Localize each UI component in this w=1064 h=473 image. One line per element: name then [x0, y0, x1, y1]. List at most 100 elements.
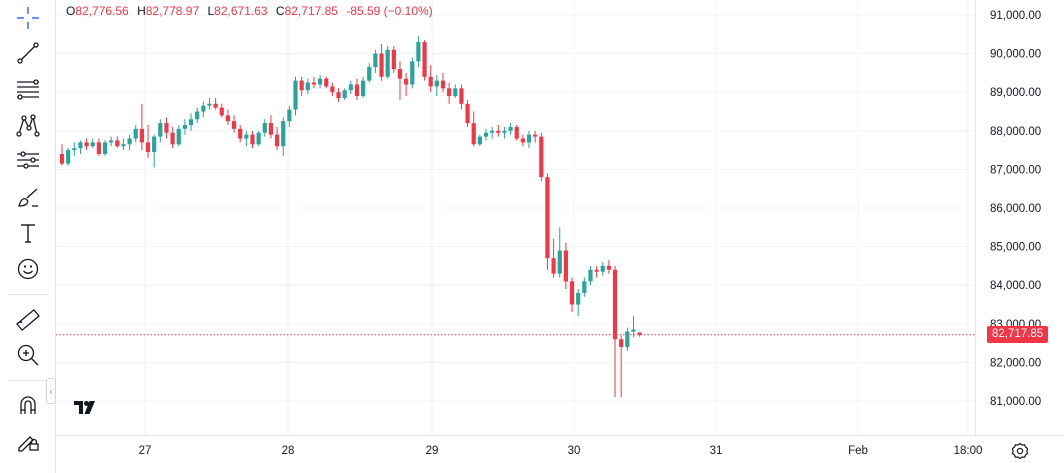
candle-body — [361, 80, 366, 97]
candle-body — [225, 115, 231, 122]
price-axis[interactable]: 91,000.00 90,000.00 89,000.00 88,000.00 87,0… — [990, 10, 1041, 408]
candle-body — [526, 134, 532, 143]
zoom-in-button[interactable] — [10, 340, 46, 370]
candle-body — [127, 138, 132, 145]
collapse-toolbar-button[interactable]: ‹ — [46, 378, 56, 404]
candle — [354, 78, 360, 100]
candle — [139, 103, 144, 151]
candle-body — [373, 53, 378, 68]
text-button[interactable] — [10, 218, 46, 248]
close-key: C — [275, 4, 285, 18]
candle — [213, 97, 218, 110]
ruler-button[interactable] — [10, 305, 46, 335]
emoji-icon — [17, 258, 39, 280]
candle — [496, 125, 501, 137]
candle-body — [238, 128, 243, 139]
chart-settings-button[interactable] — [1010, 441, 1030, 461]
candle-body — [563, 250, 568, 282]
candle-body — [72, 148, 77, 151]
candle — [305, 78, 310, 95]
lock-drawing-icon — [18, 436, 39, 452]
toolbar-separator — [8, 294, 48, 295]
candle-body — [490, 130, 495, 133]
candle-body — [385, 49, 390, 77]
candle — [563, 242, 568, 290]
candle-body — [576, 292, 581, 305]
candle-body — [496, 130, 501, 133]
candle — [84, 138, 89, 151]
brush-icon — [18, 188, 38, 207]
candle — [225, 109, 231, 126]
candle-body — [631, 329, 636, 332]
candle-body — [594, 269, 599, 272]
candle — [367, 63, 372, 83]
candle — [59, 144, 65, 166]
candle-body — [213, 103, 218, 108]
price-tick-label: 86,000.00 — [990, 203, 1041, 215]
candle-body — [59, 153, 65, 164]
candles — [59, 36, 642, 398]
candle — [385, 45, 390, 79]
candle-body — [311, 82, 317, 85]
high-value: 82,778.97 — [145, 4, 200, 18]
candle-body — [612, 269, 618, 340]
text-icon — [21, 224, 35, 243]
candle-body — [317, 78, 323, 85]
candle-body — [637, 332, 642, 335]
candle-body — [545, 177, 550, 259]
candle-body — [348, 84, 353, 91]
candle — [336, 88, 341, 102]
candle-body — [158, 123, 163, 137]
tradingview-logo[interactable] — [68, 392, 102, 422]
candle — [379, 43, 384, 81]
candle-body — [188, 119, 194, 126]
candle-body — [342, 90, 347, 98]
brush-button[interactable] — [10, 182, 46, 212]
candle-body — [404, 78, 409, 85]
candle — [391, 45, 396, 73]
candle-body — [133, 128, 138, 139]
candle-body — [330, 86, 335, 93]
candle-body — [625, 331, 630, 347]
candle-body — [502, 130, 507, 133]
price-tick-label: 91,000.00 — [990, 10, 1041, 22]
candle-body — [96, 142, 101, 154]
candle — [569, 277, 575, 313]
close-value: 82,717.85 — [284, 4, 338, 18]
candle-body — [588, 269, 593, 282]
candle — [477, 134, 482, 147]
candle — [459, 84, 464, 110]
candle-body — [244, 134, 249, 139]
candle-body — [219, 107, 224, 116]
candle — [637, 332, 642, 337]
toolbar-separator — [8, 380, 48, 381]
candle — [78, 140, 83, 154]
forecast-button[interactable] — [10, 145, 46, 175]
time-axis[interactable]: 27 28 29 30 31 Feb 18:00 — [139, 445, 983, 457]
lock-drawing-button[interactable] — [10, 425, 46, 455]
candle — [72, 142, 77, 156]
time-tick-label: 31 — [710, 445, 723, 457]
pattern-button[interactable] — [10, 110, 46, 140]
candle-body — [66, 150, 71, 164]
last-price-label: 82,717.85 — [987, 326, 1049, 344]
price-tick-label: 85,000.00 — [990, 242, 1041, 254]
candle — [250, 130, 255, 149]
candle — [127, 134, 132, 151]
candle — [428, 65, 433, 93]
time-tick-label: Feb — [848, 445, 868, 457]
candle — [133, 125, 138, 143]
candle — [582, 277, 587, 297]
fib-retracement-button[interactable] — [10, 74, 46, 104]
candle — [361, 76, 366, 98]
candle-body — [324, 78, 329, 87]
candle-body — [207, 103, 212, 106]
candle-body — [84, 142, 89, 147]
magnet-button[interactable] — [10, 390, 46, 420]
candle-body — [447, 88, 452, 97]
trend-line-button[interactable] — [10, 38, 46, 68]
candle — [281, 117, 286, 156]
emoji-button[interactable] — [10, 254, 46, 284]
crosshair-button[interactable] — [10, 3, 46, 33]
